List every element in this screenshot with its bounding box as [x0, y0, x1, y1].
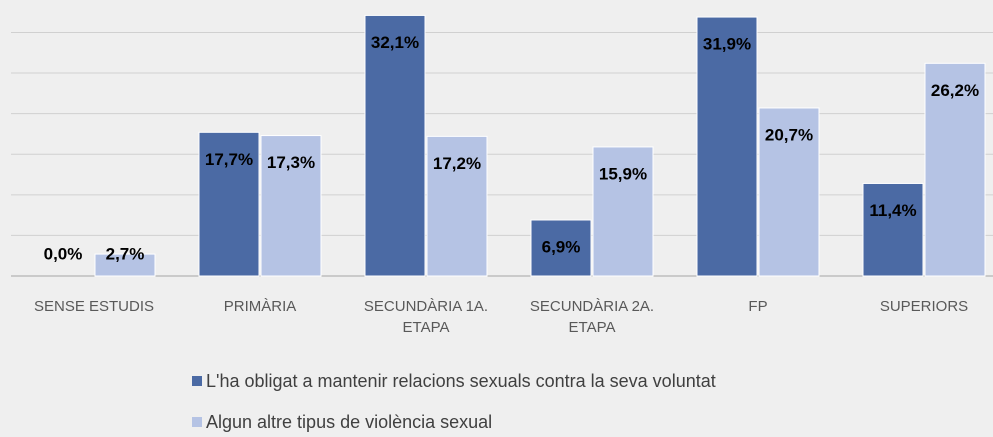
- data-label: 6,9%: [542, 237, 581, 256]
- x-tick-label: SUPERIORS: [879, 298, 969, 315]
- data-label: 26,2%: [931, 81, 979, 100]
- data-label: 31,9%: [703, 35, 751, 54]
- legend-item: L'ha obligat a mantenir relacions sexual…: [192, 371, 716, 392]
- x-tick-label: SECUNDÀRIA 1A. ETAPA: [363, 298, 489, 336]
- data-label: 17,2%: [433, 154, 481, 173]
- legend-swatch: [192, 417, 202, 427]
- legend-label: Algun altre tipus de violència sexual: [206, 412, 493, 432]
- bar: [592, 146, 654, 277]
- bar: [94, 253, 156, 277]
- x-tick-label: SECUNDÀRIA 2A. ETAPA: [529, 298, 655, 336]
- bar: [924, 62, 986, 277]
- data-label: 15,9%: [599, 164, 647, 183]
- bar: [198, 131, 260, 277]
- data-label: 32,1%: [371, 33, 419, 52]
- bar: [758, 107, 820, 277]
- data-label: 17,3%: [267, 153, 315, 172]
- bar: [696, 16, 758, 277]
- x-tick-label: PRIMÀRIA: [223, 298, 297, 315]
- bar: [260, 135, 322, 277]
- data-label: 2,7%: [106, 244, 145, 263]
- bar: [862, 182, 924, 277]
- x-tick-label: FP: [748, 298, 768, 315]
- legend-item: Algun altre tipus de violència sexual: [192, 412, 492, 433]
- data-label: 11,4%: [869, 201, 916, 220]
- legend-swatch: [192, 376, 202, 386]
- bar: [364, 14, 426, 277]
- data-label: 17,7%: [205, 150, 253, 169]
- x-tick-label: SENSE ESTUDIS: [33, 298, 155, 315]
- data-label: 0,0%: [44, 244, 83, 263]
- data-label: 20,7%: [765, 125, 813, 144]
- bar: [530, 219, 592, 277]
- bar: [426, 135, 488, 277]
- legend-label: L'ha obligat a mantenir relacions sexual…: [206, 371, 716, 391]
